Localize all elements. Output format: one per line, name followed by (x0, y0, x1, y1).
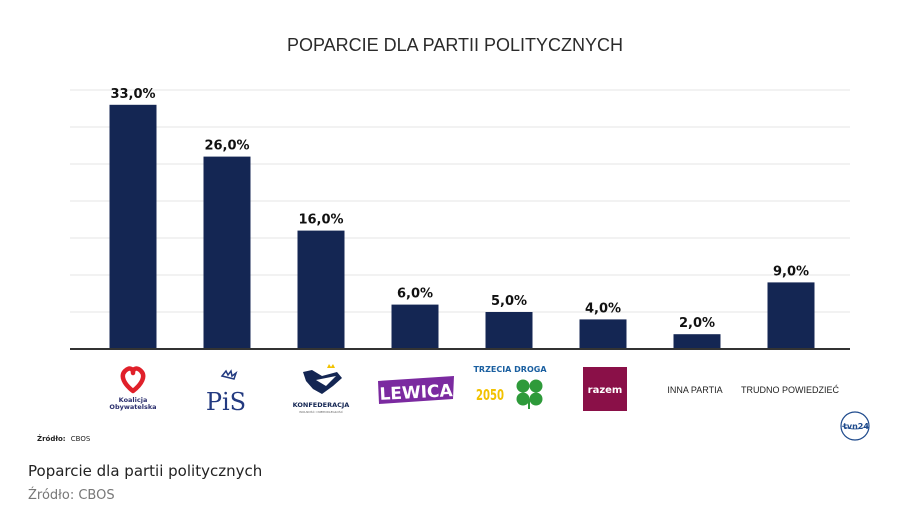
bar-7 (767, 282, 815, 349)
value-label-1: 26,0% (204, 139, 249, 154)
bar-3 (391, 304, 439, 349)
razem-text: razem (588, 385, 623, 396)
tvn24-text: tvn24 (843, 422, 869, 431)
chart-title: POPARCIE DLA PARTII POLITYCZNYCH (287, 35, 623, 55)
figure-caption: Poparcie dla partii politycznych (28, 462, 263, 480)
globe-icon (840, 411, 870, 441)
crown-icon (327, 364, 335, 368)
ko-line1: Koalicja (119, 396, 148, 404)
value-label-2: 16,0% (298, 213, 343, 228)
figure-source: Źródło: CBOS (28, 488, 115, 503)
inna-partia-label: INNA PARTIA (667, 385, 722, 395)
value-label-4: 5,0% (491, 294, 527, 309)
trudno-powiedziec-label: TRUDNO POWIEDZIEĆ (741, 385, 839, 395)
logo-razem: razem (583, 367, 627, 411)
gridlines (70, 89, 850, 313)
td-text: TRZECIA DROGA (473, 365, 547, 374)
konf-subtext: WOLNOŚĆ I NIEPODLEGŁOŚĆ (299, 409, 343, 414)
bar-0 (109, 104, 157, 349)
value-label-6: 2,0% (679, 316, 715, 331)
logo-pis: PiS (206, 369, 246, 416)
bars (109, 104, 815, 349)
bar-1 (203, 156, 251, 349)
lewica-text: LEWICA (379, 381, 454, 405)
source-note-label: Źródło: (37, 434, 66, 443)
heart-icon (120, 366, 146, 394)
pis-text: PiS (206, 388, 246, 416)
bar-6 (673, 334, 721, 349)
eagle-icon (220, 369, 238, 380)
bar-2 (297, 230, 345, 349)
tvn24-logo: tvn24 (840, 411, 870, 441)
chart-figure: POPARCIE DLA PARTII POLITYCZNYCH 33,0% 26… (37, 35, 870, 443)
source-note-value: CBOS (71, 435, 91, 443)
value-label-7: 9,0% (773, 264, 809, 279)
logo-trzecia-droga: TRZECIA DROGA 2050 (473, 365, 547, 409)
ko-line2: Obywatelska (109, 403, 156, 411)
bar-5 (579, 319, 627, 349)
bar-4 (485, 312, 533, 349)
value-label-0: 33,0% (110, 87, 155, 102)
source-note: Źródło: CBOS (37, 434, 91, 443)
value-label-3: 6,0% (397, 287, 433, 302)
svg-text:Źródło: CBOS: Źródło: CBOS (37, 434, 91, 443)
logo-konfederacja: KONFEDERACJA WOLNOŚĆ I NIEPODLEGŁOŚĆ (293, 364, 350, 414)
logo-koalicja-obywatelska: Koalicja Obywatelska (109, 366, 171, 414)
value-labels: 33,0% 26,0% 16,0% 6,0% 5,0% 4,0% 2,0% 9,0% (110, 87, 809, 331)
td-2050-text: 2050 (476, 386, 504, 404)
konf-text: KONFEDERACJA (293, 401, 350, 409)
value-label-5: 4,0% (585, 301, 621, 316)
logo-lewica: LEWICA (378, 376, 454, 405)
clover-icon (516, 379, 543, 409)
